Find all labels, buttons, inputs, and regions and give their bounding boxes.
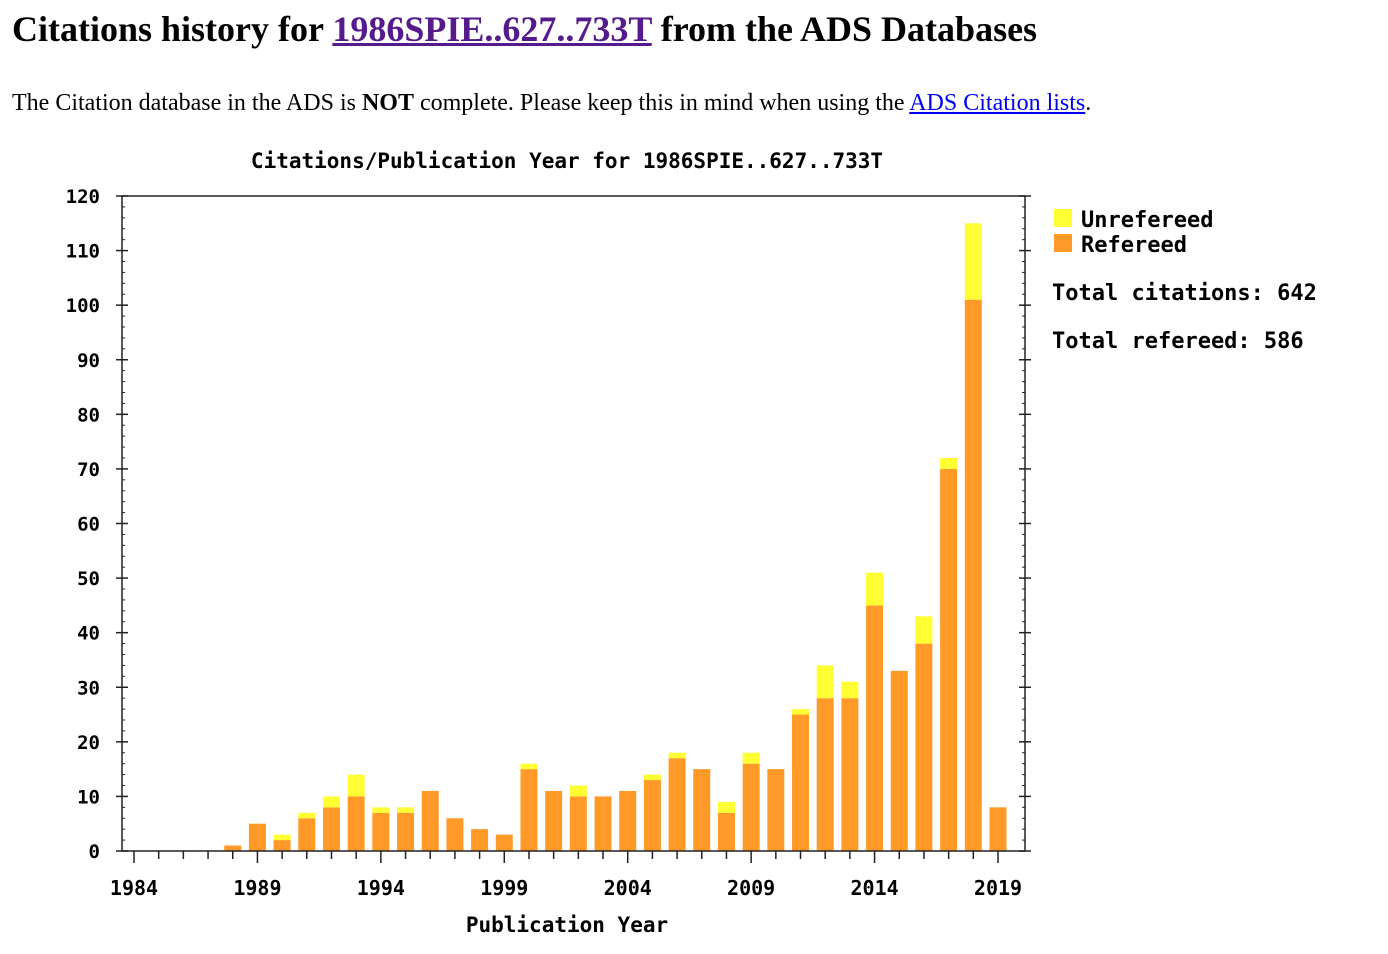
y-tick-label: 40	[77, 623, 100, 645]
bar-refereed-1995	[397, 812, 415, 851]
bar-unrefereed-2008	[717, 801, 735, 813]
bar-refereed-2019	[989, 807, 1007, 851]
bar-refereed-2006	[668, 758, 686, 851]
bar-unrefereed-1990	[273, 834, 291, 841]
y-tick-label: 20	[77, 732, 100, 754]
completeness-note: The Citation database in the ADS is NOT …	[12, 90, 1092, 116]
bar-unrefereed-2016	[915, 616, 933, 644]
bar-refereed-1999	[495, 834, 513, 851]
bar-refereed-2014	[866, 605, 884, 851]
bar-refereed-1989	[248, 823, 266, 851]
bar-refereed-2009	[742, 763, 760, 851]
bar-refereed-2013	[841, 698, 859, 851]
y-tick-label: 110	[66, 241, 100, 263]
bar-unrefereed-1991	[298, 812, 316, 819]
bar-refereed-1988	[224, 845, 242, 851]
legend-label-refereed: Refereed	[1081, 233, 1187, 258]
x-tick-label: 2009	[727, 876, 775, 900]
bar-unrefereed-2014	[866, 572, 884, 606]
bar-refereed-2017	[940, 468, 958, 851]
bar-unrefereed-2013	[841, 681, 859, 699]
bar-refereed-1997	[446, 818, 464, 851]
bar-refereed-2018	[964, 299, 982, 851]
bar-refereed-2004	[619, 790, 637, 851]
x-tick-label: 1999	[480, 876, 528, 900]
x-axis-label: Publication Year	[466, 913, 668, 937]
bar-refereed-2001	[545, 790, 563, 851]
bar-refereed-2007	[693, 769, 711, 851]
bar-unrefereed-2012	[816, 665, 834, 699]
bar-refereed-2010	[767, 769, 785, 851]
bar-refereed-2015	[890, 670, 908, 851]
y-tick-label: 0	[89, 841, 100, 863]
x-tick-label: 2014	[850, 876, 898, 900]
bar-unrefereed-1992	[322, 796, 340, 808]
y-tick-label: 100	[66, 295, 100, 317]
bar-refereed-1992	[322, 807, 340, 851]
y-tick-label: 120	[66, 186, 100, 208]
bibcode-link[interactable]: 1986SPIE..627..733T	[332, 9, 652, 49]
y-tick-label: 80	[77, 404, 100, 426]
y-tick-label: 50	[77, 568, 100, 590]
legend-label-unrefereed: Unrefereed	[1081, 208, 1213, 233]
ads-citation-lists-link[interactable]: ADS Citation lists	[909, 90, 1086, 116]
x-tick-label: 2019	[974, 876, 1022, 900]
bar-unrefereed-2006	[668, 752, 686, 759]
y-tick-label: 70	[77, 459, 100, 481]
y-tick-label: 60	[77, 514, 100, 536]
bar-refereed-2002	[569, 796, 587, 851]
bar-refereed-1996	[421, 790, 439, 851]
bar-refereed-1991	[298, 818, 316, 851]
y-tick-label: 10	[77, 786, 100, 808]
bar-unrefereed-2018	[964, 223, 982, 300]
x-tick-label: 1984	[110, 876, 158, 900]
bar-unrefereed-2000	[520, 763, 538, 770]
y-tick-label: 30	[77, 677, 100, 699]
page-title: Citations history for 1986SPIE..627..733…	[12, 9, 1038, 49]
bar-refereed-2003	[594, 796, 612, 851]
bar-refereed-1990	[273, 840, 291, 851]
bar-refereed-1998	[471, 829, 489, 851]
bar-unrefereed-2005	[643, 774, 661, 781]
x-tick-label: 1994	[357, 876, 405, 900]
bar-refereed-2011	[792, 714, 810, 851]
annotation-total-refereed: Total refereed: 586	[1052, 329, 1304, 354]
bar-refereed-2005	[643, 780, 661, 851]
bar-unrefereed-1994	[372, 807, 390, 813]
bar-refereed-2000	[520, 769, 538, 851]
bar-refereed-1993	[347, 796, 365, 851]
bar-refereed-2016	[915, 643, 933, 851]
bar-unrefereed-2009	[742, 752, 760, 764]
chart-title: Citations/Publication Year for 1986SPIE.…	[251, 149, 883, 173]
bar-unrefereed-1993	[347, 774, 365, 797]
bar-unrefereed-1995	[397, 807, 415, 813]
annotation-total-citations: Total citations: 642	[1052, 281, 1317, 306]
bar-unrefereed-2002	[569, 785, 587, 797]
bar-unrefereed-2011	[792, 709, 810, 715]
legend-swatch-unrefereed	[1054, 209, 1072, 227]
bar-refereed-1994	[372, 812, 390, 851]
y-tick-label: 90	[77, 350, 100, 372]
bar-refereed-2008	[717, 812, 735, 851]
bar-refereed-2012	[816, 698, 834, 851]
x-tick-label: 2004	[604, 876, 652, 900]
legend-swatch-refereed	[1054, 234, 1072, 252]
plot-frame	[121, 195, 1026, 852]
bar-unrefereed-2017	[940, 458, 958, 469]
x-tick-label: 1989	[233, 876, 281, 900]
